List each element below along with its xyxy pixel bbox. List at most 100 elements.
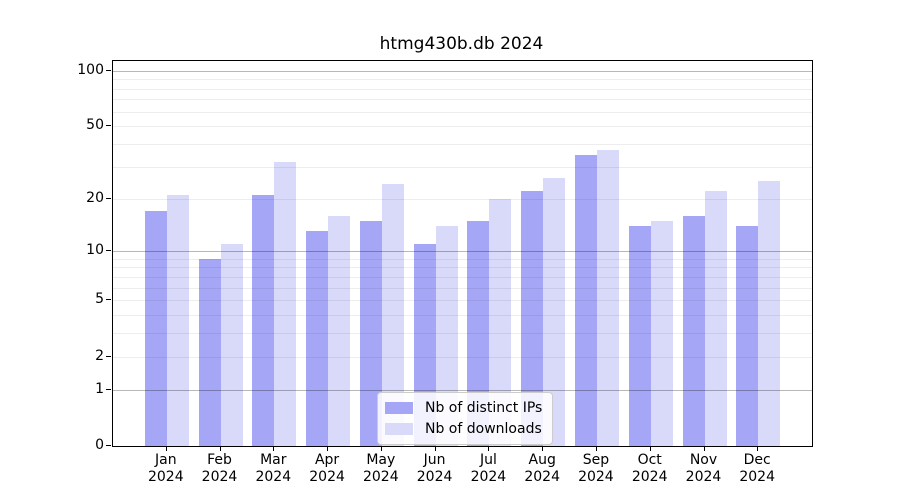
y-tick-5 — [106, 299, 111, 301]
bar-oct-nb-of-downloads — [650, 220, 673, 446]
x-tick-month: Jan — [155, 452, 177, 468]
gridline-90 — [113, 79, 812, 81]
y-tick-label-1: 1 — [95, 380, 104, 397]
bar-sep-nb-of-distinct-ips — [574, 154, 597, 446]
x-tick-year: 2024 — [578, 469, 614, 485]
bar-jan-nb-of-downloads — [166, 194, 189, 446]
legend-swatch-nb-of-downloads — [385, 423, 413, 435]
x-tick-label-nov: Nov 2024 — [662, 452, 746, 486]
x-tick-year: 2024 — [309, 469, 345, 485]
y-tick-label-50: 50 — [86, 117, 104, 134]
x-tick-year: 2024 — [524, 469, 560, 485]
bar-apr-nb-of-downloads — [328, 215, 351, 446]
gridline-100 — [113, 70, 812, 72]
x-tick-label-may: May 2024 — [339, 452, 423, 486]
legend: Nb of distinct IPs Nb of downloads — [377, 392, 554, 445]
bar-mar-nb-of-distinct-ips — [252, 194, 275, 446]
y-tick-label-5: 5 — [95, 291, 104, 308]
x-tick-year: 2024 — [416, 469, 453, 485]
x-tick-may — [380, 446, 382, 451]
y-tick-20 — [106, 197, 111, 199]
x-tick-label-dec: Dec 2024 — [715, 452, 799, 486]
legend-label-nb-of-downloads: Nb of downloads — [425, 421, 542, 437]
y-tick-label-2: 2 — [95, 347, 104, 364]
x-tick-year: 2024 — [255, 469, 292, 485]
x-tick-dec — [757, 446, 759, 451]
bar-feb-nb-of-downloads — [220, 244, 243, 446]
y-tick-1 — [106, 388, 111, 390]
x-tick-month: Jun — [423, 452, 446, 468]
x-tick-year: 2024 — [685, 469, 722, 485]
gridline-80 — [113, 88, 812, 90]
gridline-70 — [113, 99, 812, 101]
x-tick-year: 2024 — [470, 469, 507, 485]
x-tick-month: Nov — [689, 452, 718, 468]
x-tick-month: Mar — [260, 452, 287, 468]
x-tick-year: 2024 — [147, 469, 184, 485]
bar-jun-nb-of-downloads — [435, 225, 458, 446]
x-tick-jun — [434, 446, 436, 451]
x-tick-label-feb: Feb 2024 — [178, 452, 262, 486]
x-tick-month: Dec — [743, 452, 771, 468]
x-tick-oct — [649, 446, 651, 451]
bar-may-nb-of-distinct-ips — [359, 220, 382, 446]
x-tick-mar — [273, 446, 275, 451]
x-tick-month: Jul — [479, 452, 497, 468]
x-tick-month: May — [366, 452, 396, 468]
bar-nov-nb-of-downloads — [704, 191, 727, 446]
y-tick-0 — [106, 445, 111, 446]
x-tick-month: Apr — [314, 452, 340, 468]
x-tick-label-jan: Jan 2024 — [124, 452, 208, 486]
gridline-60 — [113, 111, 812, 113]
bar-apr-nb-of-distinct-ips — [306, 231, 329, 446]
bar-sep-nb-of-downloads — [596, 150, 619, 446]
legend-item-nb-of-downloads: Nb of downloads — [385, 420, 542, 438]
x-tick-aug — [542, 446, 544, 451]
x-tick-label-mar: Mar 2024 — [231, 452, 315, 486]
x-tick-feb — [219, 446, 221, 451]
x-tick-month: Aug — [528, 452, 556, 468]
x-tick-year: 2024 — [201, 469, 238, 485]
y-tick-2 — [106, 355, 111, 357]
y-tick-label-0: 0 — [95, 437, 104, 453]
x-tick-sep — [595, 446, 597, 451]
x-tick-apr — [327, 446, 329, 451]
y-tick-label-20: 20 — [86, 189, 104, 206]
y-tick-100 — [106, 69, 111, 71]
bar-may-nb-of-downloads — [381, 184, 404, 446]
x-tick-year: 2024 — [739, 469, 775, 485]
y-tick-label-100: 100 — [77, 61, 104, 78]
x-tick-month: Sep — [582, 452, 610, 468]
bar-dec-nb-of-downloads — [758, 181, 781, 446]
legend-label-nb-of-distinct-ips: Nb of distinct IPs — [425, 400, 543, 416]
bar-aug-nb-of-downloads — [543, 178, 566, 446]
bar-oct-nb-of-distinct-ips — [628, 225, 651, 446]
x-tick-label-apr: Apr 2024 — [285, 452, 369, 486]
x-tick-nov — [703, 446, 705, 451]
x-tick-label-jun: Jun 2024 — [393, 452, 477, 486]
x-tick-label-sep: Sep 2024 — [554, 452, 638, 486]
x-tick-month: Feb — [207, 452, 232, 468]
legend-swatch-nb-of-distinct-ips — [385, 402, 413, 414]
bar-dec-nb-of-distinct-ips — [736, 225, 759, 446]
bar-aug-nb-of-distinct-ips — [521, 191, 544, 446]
plot-area — [112, 60, 813, 447]
x-tick-jul — [488, 446, 490, 451]
bar-nov-nb-of-distinct-ips — [682, 215, 705, 446]
x-tick-label-jul: Jul 2024 — [446, 452, 530, 486]
x-tick-label-aug: Aug 2024 — [500, 452, 584, 486]
gridline-50 — [113, 126, 812, 128]
x-tick-label-oct: Oct 2024 — [608, 452, 692, 486]
y-tick-10 — [106, 250, 111, 252]
x-tick-year: 2024 — [631, 469, 668, 485]
y-tick-label-10: 10 — [86, 242, 104, 259]
x-tick-jan — [165, 446, 167, 451]
legend-item-nb-of-distinct-ips: Nb of distinct IPs — [385, 399, 542, 417]
bar-mar-nb-of-downloads — [274, 161, 297, 446]
x-tick-month: Oct — [637, 452, 662, 468]
bar-jan-nb-of-distinct-ips — [144, 211, 167, 446]
bar-feb-nb-of-distinct-ips — [198, 258, 221, 446]
x-tick-year: 2024 — [362, 469, 399, 485]
bar-jul-nb-of-distinct-ips — [467, 220, 490, 446]
